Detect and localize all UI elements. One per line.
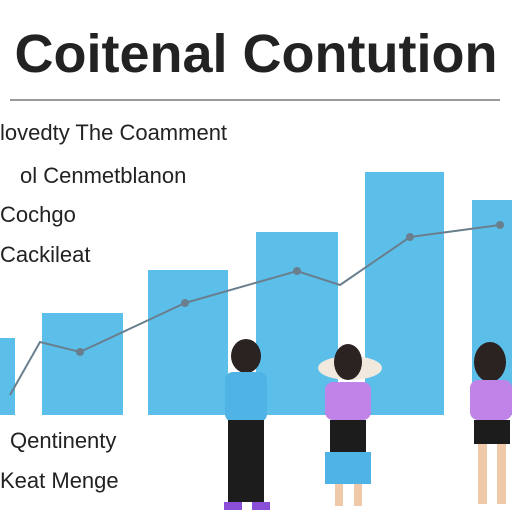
shirt [225, 372, 267, 422]
bar [0, 338, 15, 415]
bar [42, 313, 123, 415]
dot [76, 348, 84, 356]
text-line: lovedty The Coamment [0, 120, 227, 145]
pants [228, 420, 264, 502]
hair [474, 342, 506, 382]
shirt [325, 382, 371, 420]
bars [0, 172, 512, 415]
bar [256, 232, 338, 415]
shoe [252, 502, 270, 510]
trend-line [9, 224, 501, 396]
trend-dots [76, 221, 504, 356]
text-line: Qentinenty [10, 428, 116, 453]
dot [181, 299, 189, 307]
shorts [325, 452, 371, 484]
dot [496, 221, 504, 229]
hair [231, 339, 261, 373]
skirt [330, 420, 366, 452]
text-line: Keat Menge [0, 468, 119, 493]
bar [365, 172, 444, 415]
person [224, 339, 270, 510]
person [470, 342, 512, 504]
person [318, 344, 382, 506]
hair [334, 344, 362, 380]
text-block: lovedty The Coamment ol Cenmetblanon Coc… [0, 120, 227, 493]
dot [293, 267, 301, 275]
leg [497, 444, 506, 504]
text-line: Cochgo [0, 202, 76, 227]
leg [354, 484, 362, 506]
leg [478, 444, 487, 504]
text-line: Cackileat [0, 242, 90, 267]
text-line: ol Cenmetblanon [20, 163, 186, 188]
bar [148, 270, 228, 415]
title: Coitenal Contution [15, 24, 498, 84]
leg [335, 484, 343, 506]
shorts [474, 420, 510, 444]
shirt [470, 380, 512, 420]
dot [406, 233, 414, 241]
shoe [224, 502, 242, 510]
